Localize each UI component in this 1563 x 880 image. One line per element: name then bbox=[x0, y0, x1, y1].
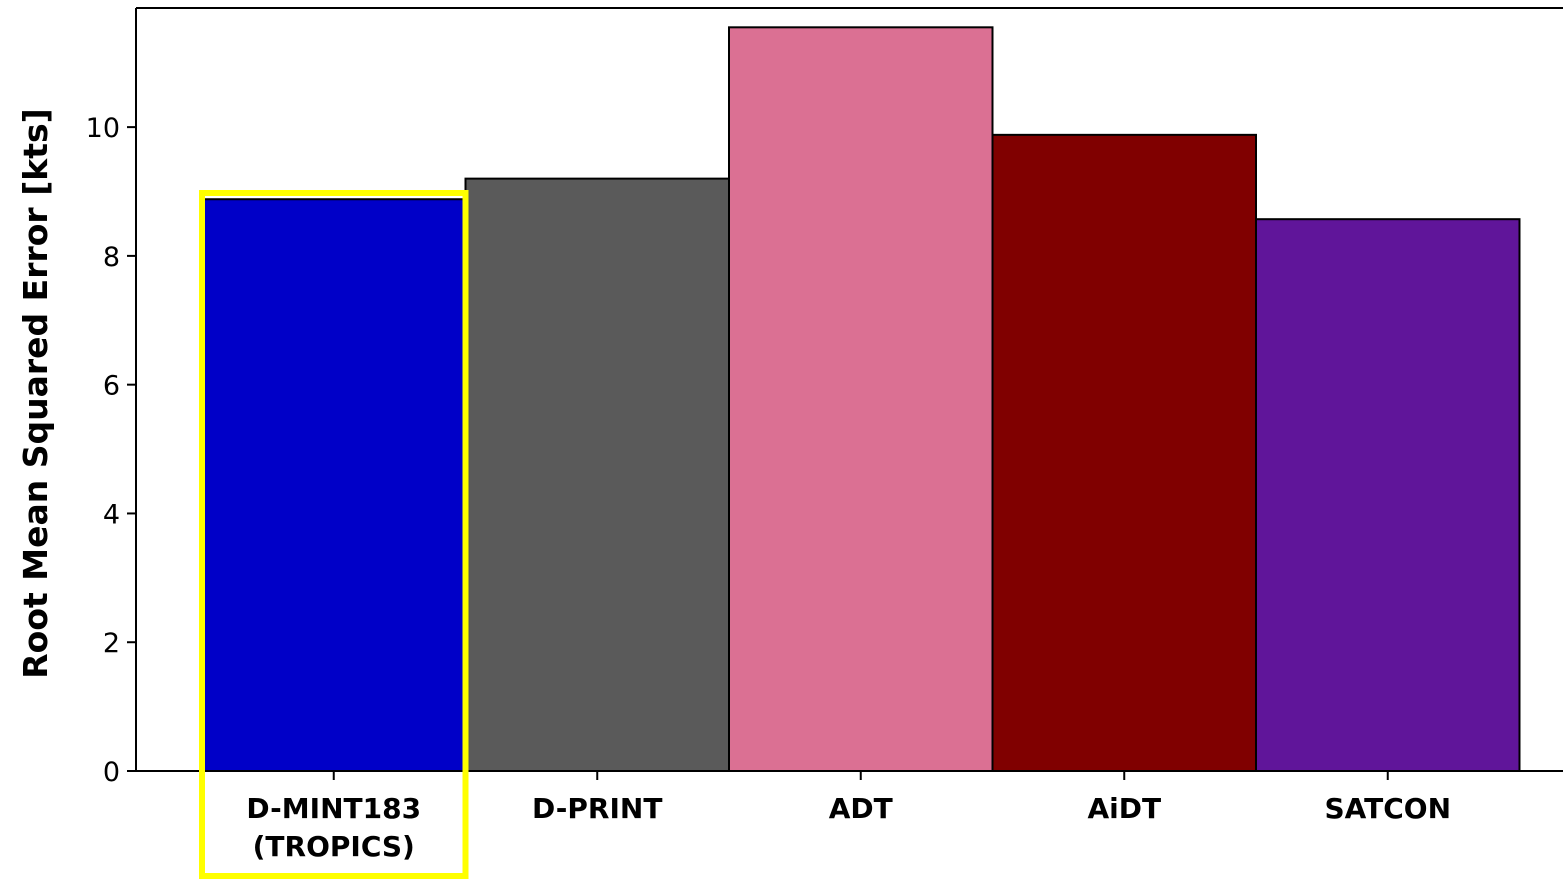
highlight bbox=[199, 190, 469, 879]
highlight-box bbox=[199, 190, 469, 879]
y-tick-label-1: 2 bbox=[103, 628, 120, 659]
bar-3 bbox=[991, 133, 1257, 772]
bar-0 bbox=[201, 198, 467, 772]
axes bbox=[127, 7, 1563, 780]
y-axis-title: Root Mean Squared Error [kts] bbox=[16, 108, 55, 678]
x-tick-label-3: AiDT bbox=[1087, 792, 1161, 825]
y-tick-label-5: 10 bbox=[86, 113, 120, 144]
y-tick-label-4: 8 bbox=[103, 242, 120, 273]
x-tick-label-1: D-PRINT bbox=[532, 792, 662, 825]
bar-2 bbox=[728, 26, 994, 772]
labels: 0 2 4 6 8 10 D-MINT183 (TROPICS) D-PRINT ADT AiDT S… bbox=[16, 108, 1451, 863]
bar-4 bbox=[1255, 218, 1521, 773]
y-tick-label-3: 6 bbox=[103, 371, 120, 402]
y-tick-label-2: 4 bbox=[103, 499, 120, 530]
bar-1 bbox=[464, 177, 730, 773]
bars bbox=[201, 26, 1521, 773]
x-tick-label-2: ADT bbox=[829, 792, 893, 825]
y-tick-label-0: 0 bbox=[103, 757, 120, 788]
x-tick-label-4: SATCON bbox=[1324, 792, 1451, 825]
x-tick-label-0: D-MINT183 (TROPICS) bbox=[246, 792, 421, 863]
